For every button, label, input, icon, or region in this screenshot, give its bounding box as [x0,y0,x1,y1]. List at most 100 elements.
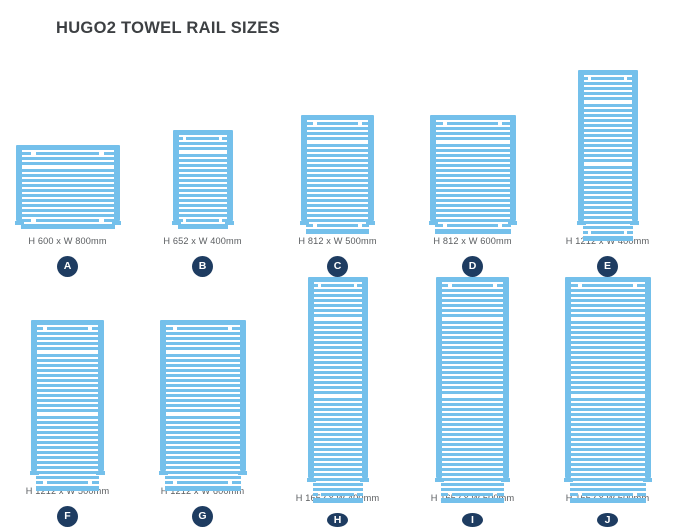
rail-bar [312,314,363,317]
rail-bar [20,194,115,197]
rail-bar-segment [186,219,219,222]
rail-bar-notched [36,481,99,484]
rail-side-post-right [113,145,120,221]
rail-bar [312,473,363,476]
rail-bar-segment [627,231,633,234]
rail-bar [36,364,99,367]
towel-rail-illustration-wrap [135,277,270,491]
rail-bar-segment [569,284,578,287]
rail-bar-end-cap [164,320,241,325]
product-badge-b[interactable]: B [192,256,213,277]
rail-bar [441,294,504,297]
product-badge-d[interactable]: D [462,256,483,277]
rail-bar-end-cap [434,229,511,234]
rail-bar [312,309,363,312]
rail-bar-notched [306,122,369,125]
rail-bar [434,164,511,167]
rail-bar [20,189,115,192]
rail-bar [164,347,241,350]
rail-bar [569,448,646,451]
rail-bar [569,391,646,394]
rail-bar [177,199,228,202]
rail-bar [177,194,228,197]
rail-bar [441,453,504,456]
rail-bar-end-cap [434,115,511,120]
rail-bar-end-cap [20,145,115,150]
rail-bar [164,364,241,367]
rail-bar [434,184,511,187]
rail-side-post-left [172,130,179,221]
product-card-b[interactable]: H 652 x W 400mm B [135,30,270,277]
rail-bar [20,184,115,187]
product-card-c[interactable]: H 812 x W 500mm C [270,30,405,277]
towel-rail-illustration-wrap [405,277,540,503]
rail-side-post-right [226,130,233,221]
product-card-d[interactable]: H 812 x W 600mm D [405,30,540,277]
rail-bar-segment [362,122,369,125]
rail-bar [177,184,228,187]
product-badge-i[interactable]: I [462,513,483,527]
product-badge-e[interactable]: E [597,256,618,277]
rail-bars [441,277,504,503]
rail-bars [582,70,633,241]
rail-bar [306,219,369,222]
product-badge-g[interactable]: G [192,506,213,527]
rail-bar-segment [321,284,354,287]
rail-bar-end-cap [569,277,646,282]
rail-bar-end-cap [177,130,228,135]
rail-bar [36,416,99,419]
rail-bar [582,166,633,169]
rail-foot-right [507,221,517,225]
product-card-a[interactable]: H 600 x W 800mm A [0,30,135,277]
rail-bar-end-cap [306,229,369,234]
rail-bar [20,179,115,182]
product-card-i[interactable]: H 1652 x W 500mmI [405,277,540,527]
product-card-e[interactable]: H 1212 x W 400mm E [540,30,675,277]
rail-bar [582,221,633,224]
rail-bar-end-cap [36,320,99,325]
rail-bar [177,204,228,207]
rail-bar [582,87,633,90]
rail-bar-segment [582,231,588,234]
rail-bar [312,299,363,302]
rail-bar-segment [177,327,228,330]
product-badge-j[interactable]: J [597,513,618,527]
rail-bar [312,448,363,451]
rail-bar-segment [232,327,241,330]
rail-bar [441,433,504,436]
rail-bar-end-cap [36,486,99,491]
product-card-f[interactable]: H 1212 x W 500mm F [0,277,135,527]
rail-bar [36,451,99,454]
rail-bar [312,413,363,416]
rail-bar [441,381,504,384]
rail-bar [582,109,633,112]
product-badge-c[interactable]: C [327,256,348,277]
product-card-j[interactable]: H 1652 x W 600mmJ [540,277,675,527]
rail-bar [312,468,363,471]
rail-bar-segment [104,152,115,155]
rail-bar [441,304,504,307]
rail-bar [312,321,363,324]
rail-bar [434,144,511,147]
rail-bar [164,446,241,449]
rail-bar [569,376,646,379]
rail-bar [306,154,369,157]
rail-bar-segment [222,219,228,222]
product-badge-a[interactable]: A [57,256,78,277]
rail-bar [569,326,646,329]
rail-bar [20,174,115,177]
towel-rail-illustration-wrap [270,277,405,503]
rail-bar [569,299,646,302]
rail-bar-segment [306,224,313,227]
rail-bar [312,371,363,374]
product-badge-h[interactable]: H [327,513,348,527]
rail-bar [569,361,646,364]
rail-bars [164,320,241,491]
rail-bar [569,478,646,481]
rail-bar-segment [177,137,183,140]
rail-bar [36,436,99,439]
product-card-g[interactable]: H 1212 x W 600mm G [135,277,270,527]
rail-bar-segment [92,327,99,330]
product-badge-f[interactable]: F [57,506,78,527]
